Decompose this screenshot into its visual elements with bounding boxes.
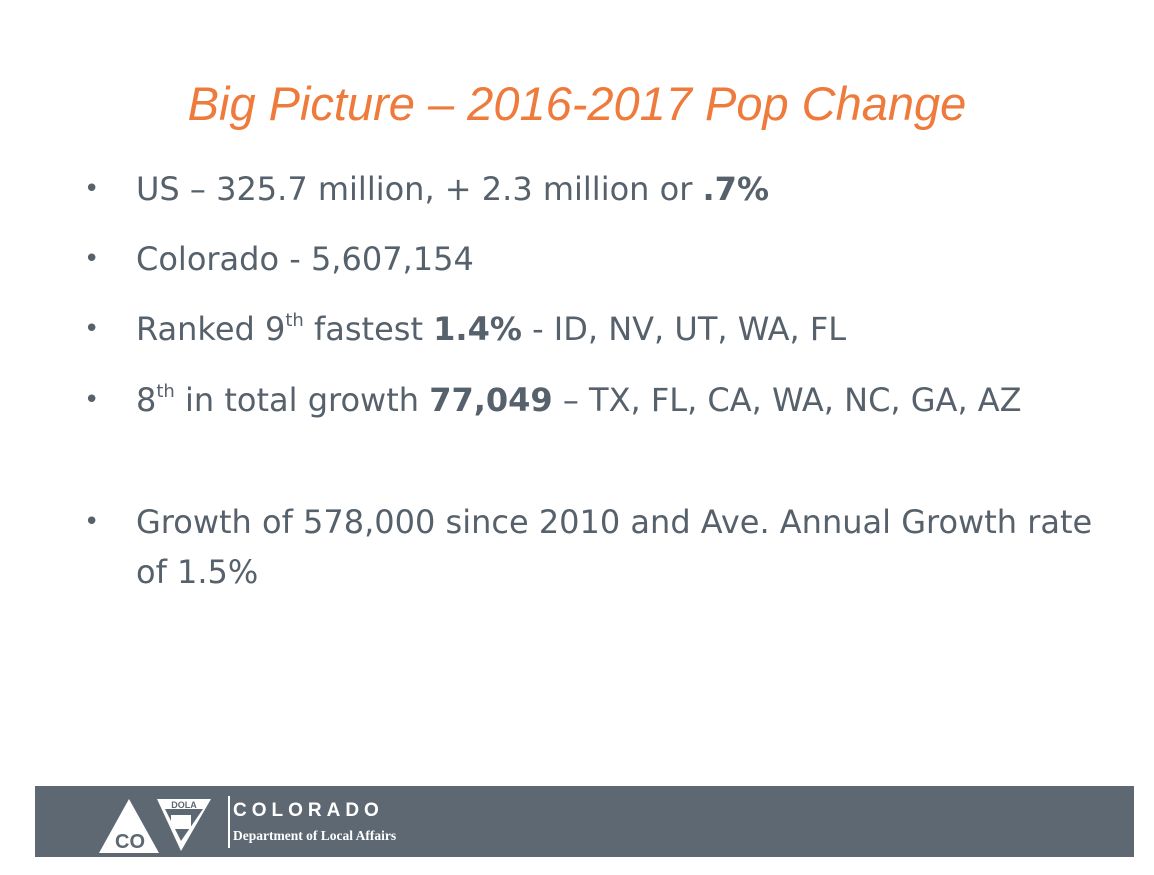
bullet-text: – TX, FL, CA, WA, NC, GA, AZ	[552, 381, 1022, 419]
logo-triangle	[99, 799, 159, 853]
bullet-dot: •	[84, 314, 100, 344]
bullet-item-colorado: • Colorado - 5,607,154	[84, 234, 1096, 284]
bullet-dot: •	[84, 174, 100, 204]
bullet-text: 8	[136, 381, 157, 419]
bullet-dot: •	[84, 244, 100, 274]
bullet-item-growth-since-2010: • Growth of 578,000 since 2010 and Ave. …	[84, 497, 1096, 597]
bullet-dot: •	[84, 385, 100, 415]
bullet-bold-value: 77,049	[429, 381, 553, 419]
bullet-bold-value: .7%	[702, 170, 769, 208]
bullet-text: in total growth	[174, 381, 430, 419]
bullet-superscript: th	[285, 310, 304, 332]
dola-logo-icon: DOLA CO	[99, 799, 211, 853]
bullet-text: Ranked 9	[136, 310, 286, 348]
bullet-text: - ID, NV, UT, WA, FL	[521, 310, 847, 348]
footer-divider	[228, 796, 230, 848]
slide-title: Big Picture – 2016-2017 Pop Change	[187, 77, 967, 130]
bullet-text: Growth of 578,000 since 2010 and Ave. An…	[136, 503, 1093, 591]
logo-building-icon	[171, 815, 191, 829]
bullet-item-total-growth: • 8th in total growth 77,049 – TX, FL, C…	[84, 375, 1096, 425]
footer-banner: DOLA CO COLORADO Department of Local Aff…	[35, 786, 1134, 857]
bullet-text: Colorado - 5,607,154	[136, 240, 474, 278]
bullet-text: fastest	[303, 310, 434, 348]
logo-dola-text: DOLA	[171, 800, 197, 810]
logo-co-text: CO	[115, 831, 145, 853]
org-name: COLORADO	[233, 800, 384, 821]
bullet-superscript: th	[156, 381, 175, 403]
bullet-item-us: • US – 325.7 million, + 2.3 million or .…	[84, 164, 1096, 214]
bullet-dot: •	[84, 507, 100, 537]
department-name: Department of Local Affairs	[233, 828, 397, 843]
bullet-text: US – 325.7 million, + 2.3 million or	[136, 170, 703, 208]
bullet-bold-value: 1.4%	[433, 310, 522, 348]
bullet-item-ranked: • Ranked 9th fastest 1.4% - ID, NV, UT, …	[84, 304, 1096, 354]
